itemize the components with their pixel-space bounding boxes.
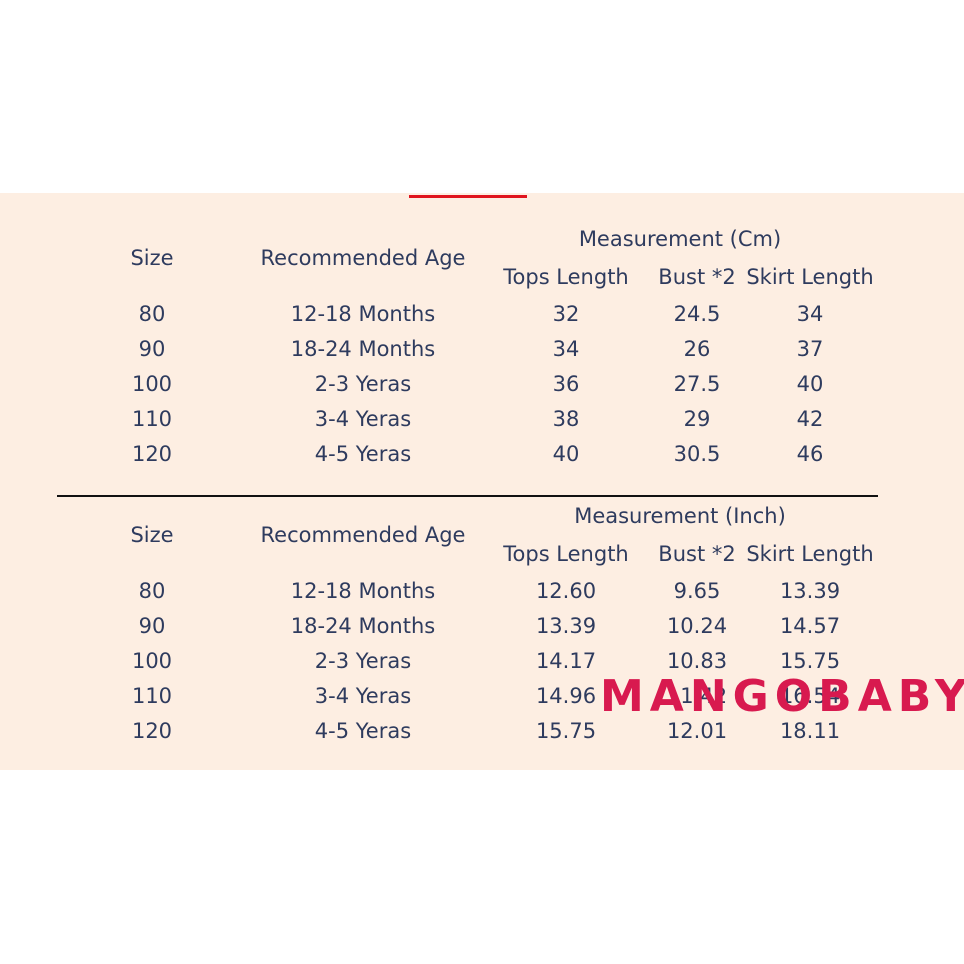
cell: 4-5 Yeras <box>315 442 411 466</box>
cell: 34 <box>797 302 824 326</box>
cell: 120 <box>132 442 172 466</box>
accent-line <box>409 195 527 198</box>
cell: 34 <box>553 337 580 361</box>
cell: 15.75 <box>780 649 840 673</box>
column-header: Recommended Age <box>261 523 466 547</box>
cell: 10.83 <box>667 649 727 673</box>
cell: 40 <box>797 372 824 396</box>
cell: 13.39 <box>780 579 840 603</box>
cell: 37 <box>797 337 824 361</box>
cell: 90 <box>139 337 166 361</box>
cell: 27.5 <box>674 372 721 396</box>
sub-column-header: Skirt Length <box>746 542 873 566</box>
cell: 18-24 Months <box>291 614 435 638</box>
cell: 3-4 Yeras <box>315 684 411 708</box>
cell: 38 <box>553 407 580 431</box>
cell: 16.54 <box>780 684 840 708</box>
cell: 110 <box>132 684 172 708</box>
cell: 18-24 Months <box>291 337 435 361</box>
cell: 13.39 <box>536 614 596 638</box>
sub-column-header: Skirt Length <box>746 265 873 289</box>
cell: 12.01 <box>667 719 727 743</box>
column-header: Size <box>130 523 173 547</box>
cell: 9.65 <box>674 579 721 603</box>
cell: 110 <box>132 407 172 431</box>
cell: 100 <box>132 372 172 396</box>
background-panel <box>0 193 964 770</box>
cell: 14.96 <box>536 684 596 708</box>
cell: 3-4 Yeras <box>315 407 411 431</box>
cell: 42 <box>797 407 824 431</box>
cell: 12.60 <box>536 579 596 603</box>
sub-column-header: Tops Length <box>502 542 629 566</box>
cell: 2-3 Yeras <box>315 372 411 396</box>
watermark: MANGOBABY <box>600 671 964 722</box>
cell: 11.42 <box>667 684 727 708</box>
cell: 14.57 <box>780 614 840 638</box>
column-header: Recommended Age <box>261 246 466 270</box>
cell: 12-18 Months <box>291 302 435 326</box>
cell: 14.17 <box>536 649 596 673</box>
cell: 26 <box>684 337 711 361</box>
cell: 120 <box>132 719 172 743</box>
cell: 40 <box>553 442 580 466</box>
cell: 30.5 <box>674 442 721 466</box>
divider <box>57 495 878 497</box>
cell: 18.11 <box>780 719 840 743</box>
cell: 46 <box>797 442 824 466</box>
measurement-header: Measurement (Inch) <box>574 504 786 528</box>
cell: 100 <box>132 649 172 673</box>
cell: 80 <box>139 579 166 603</box>
cell: 29 <box>684 407 711 431</box>
tables: Size Recommended Age Measurement (Cm) Tops … <box>130 227 873 743</box>
cell: 80 <box>139 302 166 326</box>
cell: 90 <box>139 614 166 638</box>
cell: 36 <box>553 372 580 396</box>
cell: 12-18 Months <box>291 579 435 603</box>
sub-column-header: Tops Length <box>502 265 629 289</box>
cell: 2-3 Yeras <box>315 649 411 673</box>
cell: 4-5 Yeras <box>315 719 411 743</box>
column-header: Size <box>130 246 173 270</box>
sub-column-header: Bust *2 <box>658 265 735 289</box>
cell: 32 <box>553 302 580 326</box>
sub-column-header: Bust *2 <box>658 542 735 566</box>
cell: 24.5 <box>674 302 721 326</box>
cell: 10.24 <box>667 614 727 638</box>
measurement-header: Measurement (Cm) <box>579 227 781 251</box>
cell: 15.75 <box>536 719 596 743</box>
